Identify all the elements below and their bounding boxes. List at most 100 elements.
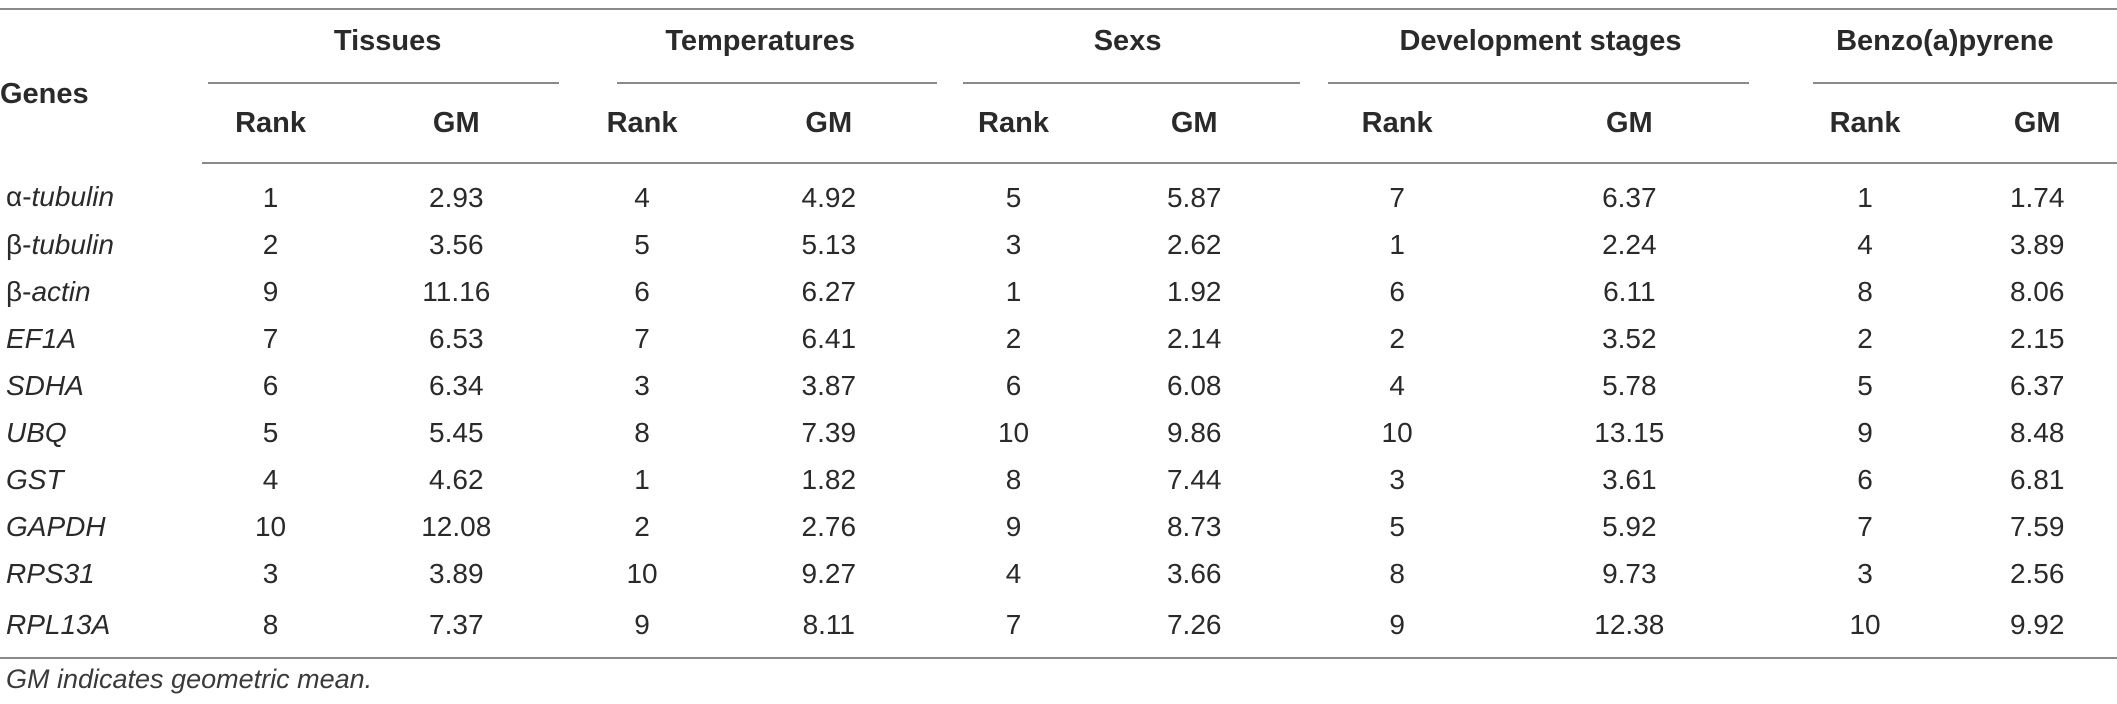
- benzo-a-pyrene-gm-cell: 2.15: [2009, 322, 2065, 354]
- tissues-rank-cell: 5: [262, 416, 279, 448]
- temperatures-gm-cell: 9.27: [801, 557, 857, 589]
- benzo-a-pyrene-rank-cell: 2: [1857, 322, 1873, 354]
- sexs-rank-cell: 8: [1005, 463, 1022, 495]
- sexs-gm-cell: 2.14: [1166, 322, 1222, 354]
- temperatures-gm-cell: 6.27: [801, 275, 857, 307]
- gene-name-cell: β-actin: [0, 268, 202, 315]
- gene-name-cell: GST: [0, 456, 202, 503]
- table-row: UBQ 5 5.45 8 7.39 10 9.86 10 13.15 9 8.48: [0, 409, 2117, 456]
- benzo-a-pyrene-gm-cell: 1.74: [2009, 181, 2065, 213]
- tissues-gm-cell: 6.34: [429, 369, 484, 401]
- sub-header-row: Rank GM Rank GM Rank GM Rank GM Rank GM: [0, 84, 2117, 164]
- benzo-a-pyrene-rank-cell: 1: [1857, 181, 1873, 213]
- sexs-rank-cell: 9: [1005, 510, 1022, 542]
- tissues-rank-cell: 6: [262, 369, 279, 401]
- temperatures-rank-cell: 3: [634, 369, 650, 401]
- group-header-development-stages: Development stages: [1308, 8, 1773, 84]
- development-stages-gm-cell: 6.37: [1602, 181, 1657, 213]
- sexs-gm-cell: 9.86: [1166, 416, 1222, 448]
- tissues-gm-cell: 3.56: [429, 228, 484, 260]
- tissues-gm-cell: 3.89: [429, 557, 484, 589]
- table-row: RPS31 3 3.89 10 9.27 4 3.66 8 9.73 3 2.56: [0, 550, 2117, 597]
- gene-name: RPL13A: [6, 609, 111, 640]
- development-stages-gm-cell: 12.38: [1485, 597, 1773, 659]
- gene-name-cell: α-tubulin: [0, 163, 202, 221]
- benzo-a-pyrene-rank-cell: 6: [1857, 463, 1873, 495]
- development-stages-rank-cell: 2: [1389, 322, 1405, 354]
- temperatures-rank-header: Rank: [573, 84, 711, 164]
- gene-name: RPS31: [6, 557, 95, 589]
- gene-name-cell: SDHA: [0, 362, 202, 409]
- temperatures-gm-cell: 6.41: [801, 322, 857, 354]
- tissues-rank-cell: 2: [262, 228, 279, 260]
- tissues-gm-cell: 12.08: [421, 510, 492, 542]
- benzo-a-pyrene-gm-cell: 6.37: [2009, 369, 2065, 401]
- group-header-benzo-a-pyrene: Benzo(a)pyrene: [1772, 8, 2117, 84]
- table-row: EF1A 7 6.53 7 6.41 2 2.14 2 3.52 2 2.15: [0, 315, 2117, 362]
- sexs-gm-header: GM: [1080, 84, 1309, 164]
- development-stages-rank-cell: 9: [1308, 597, 1486, 659]
- sexs-rank-cell: 10: [997, 416, 1030, 448]
- development-stages-rank-cell: 6: [1389, 275, 1405, 307]
- table-body: α-tubulin 1 2.93 4 4.92 5 5.87 7 6.37 1 1.74 β-tubu…: [0, 163, 2117, 659]
- sexs-gm-cell: 3.66: [1166, 557, 1222, 589]
- benzo-a-pyrene-rank-cell: 8: [1857, 275, 1873, 307]
- table-row: GAPDH 10 12.08 2 2.76 9 8.73 5 5.92 7 7.59: [0, 503, 2117, 550]
- benzo-a-pyrene-rank-cell: 4: [1857, 228, 1873, 260]
- development-stages-rank-cell: 4: [1389, 369, 1405, 401]
- temperatures-gm-cell: 2.76: [801, 510, 857, 542]
- table-footnote: GM indicates geometric mean.: [6, 664, 373, 694]
- benzo-a-pyrene-rank-cell: 9: [1857, 416, 1873, 448]
- sexs-rank-cell: 3: [1005, 228, 1022, 260]
- sexs-rank-cell: 6: [1005, 369, 1022, 401]
- tissues-rank-cell: 1: [262, 181, 279, 213]
- temperatures-gm-header: GM: [710, 84, 947, 164]
- gene-name-cell: UBQ: [0, 409, 202, 456]
- development-stages-gm-header: GM: [1485, 84, 1773, 164]
- development-stages-rank-cell: 5: [1389, 510, 1405, 542]
- tissues-gm-cell: 6.53: [429, 322, 484, 354]
- temperatures-rank-cell: 9: [573, 597, 711, 659]
- temperatures-rank-cell: 6: [634, 275, 650, 307]
- tissues-rank-header: Rank: [201, 84, 340, 164]
- sexs-gm-cell: 1.92: [1166, 275, 1222, 307]
- development-stages-rank-cell: 3: [1389, 463, 1405, 495]
- gene-name: SDHA: [6, 369, 84, 401]
- table-row: GST 4 4.62 1 1.82 8 7.44 3 3.61 6 6.81: [0, 456, 2117, 503]
- benzo-a-pyrene-rank-cell: 7: [1857, 510, 1873, 542]
- development-stages-gm-cell: 2.24: [1602, 228, 1657, 260]
- temperatures-rank-cell: 5: [634, 228, 650, 260]
- benzo-a-pyrene-gm-cell: 9.92: [1957, 597, 2117, 659]
- sexs-gm-cell: 7.26: [1080, 597, 1309, 659]
- sexs-gm-cell: 8.73: [1166, 510, 1222, 542]
- temperatures-gm-cell: 7.39: [801, 416, 857, 448]
- gene-name: EF1A: [6, 322, 77, 354]
- development-stages-gm-cell: 5.92: [1602, 510, 1657, 542]
- benzo-a-pyrene-rank-cell: 10: [1772, 597, 1958, 659]
- group-header-temperatures: Temperatures: [573, 8, 947, 84]
- temperatures-gm-cell: 4.92: [801, 181, 857, 213]
- sexs-rank-cell: 4: [1005, 557, 1022, 589]
- benzo-a-pyrene-gm-header: GM: [1957, 84, 2117, 164]
- sexs-rank-cell: 5: [1005, 181, 1022, 213]
- group-header-row: Genes Tissues Temperatures Sexs Developm…: [0, 8, 2117, 163]
- gene-name-cell: RPS31: [0, 550, 202, 597]
- gene-name: UBQ: [6, 416, 67, 448]
- development-stages-gm-cell: 9.73: [1602, 557, 1657, 589]
- development-stages-gm-cell: 3.52: [1602, 322, 1657, 354]
- development-stages-gm-cell: 6.11: [1603, 275, 1656, 307]
- gene-name: tubulin: [31, 228, 114, 260]
- table-row: β-tubulin 2 3.56 5 5.13 3 2.62 1 2.24 4 3.89: [0, 221, 2117, 268]
- temperatures-gm-cell: 5.13: [801, 228, 857, 260]
- gene-name: GST: [6, 463, 64, 495]
- development-stages-rank-cell: 10: [1381, 416, 1413, 448]
- gene-name: GAPDH: [6, 510, 106, 542]
- sexs-rank-header: Rank: [946, 84, 1081, 164]
- temperatures-rank-cell: 2: [634, 510, 650, 542]
- tissues-rank-cell: 10: [254, 510, 287, 542]
- benzo-a-pyrene-gm-cell: 7.59: [2009, 510, 2065, 542]
- tissues-rank-cell: 8: [201, 597, 340, 659]
- table-row: SDHA 6 6.34 3 3.87 6 6.08 4 5.78 5 6.37: [0, 362, 2117, 409]
- development-stages-rank-cell: 7: [1389, 181, 1405, 213]
